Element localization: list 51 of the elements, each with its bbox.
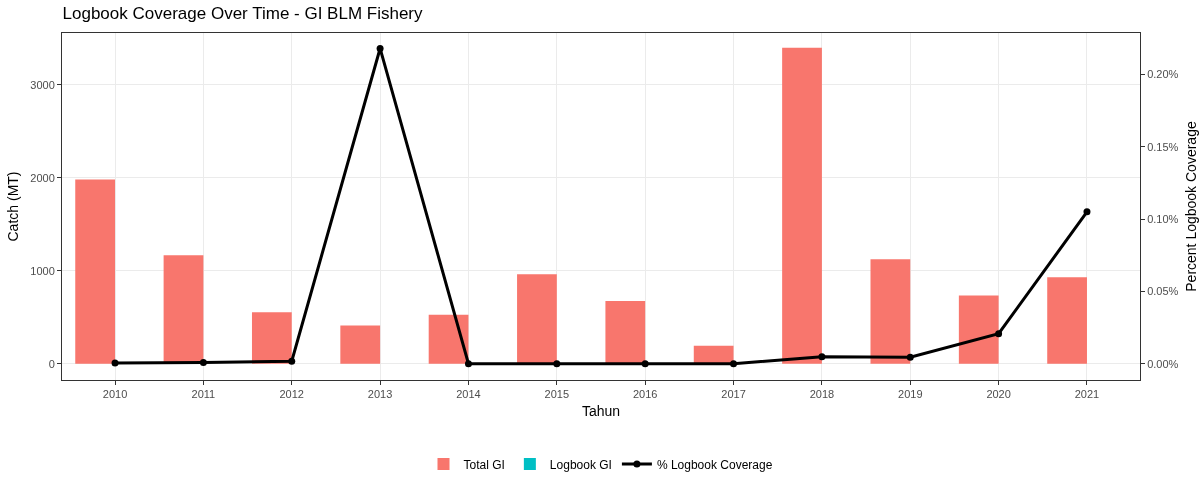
y-tick-label: 2000 bbox=[30, 171, 55, 184]
point bbox=[111, 359, 119, 367]
x-tick-label: 2019 bbox=[898, 388, 923, 401]
legend-label: % Logbook Coverage bbox=[656, 457, 773, 472]
bar bbox=[870, 259, 911, 364]
bar bbox=[428, 314, 469, 364]
bar bbox=[75, 179, 116, 364]
y2-tick-label: 0.00% bbox=[1147, 357, 1179, 370]
point bbox=[288, 357, 296, 365]
y2-axis-title: Percent Logbook Coverage bbox=[1182, 121, 1199, 292]
x-tick-label: 2021 bbox=[1074, 388, 1100, 401]
y-tick-label: 3000 bbox=[30, 78, 55, 91]
x-tick-label: 2012 bbox=[279, 388, 304, 401]
x-tick-label: 2011 bbox=[191, 388, 216, 401]
y2-tick-label: 0.10% bbox=[1147, 212, 1179, 225]
x-tick-label: 2020 bbox=[986, 388, 1011, 401]
x-tick-label: 2010 bbox=[102, 388, 128, 401]
bar bbox=[517, 274, 557, 364]
legend-label: Logbook GI bbox=[549, 457, 612, 472]
y-axis-title: Catch (MT) bbox=[4, 171, 21, 242]
point bbox=[464, 360, 472, 368]
point bbox=[1083, 208, 1091, 216]
x-tick-label: 2017 bbox=[721, 388, 746, 401]
legend-label: Total GI bbox=[463, 457, 505, 472]
x-tick-label: 2013 bbox=[367, 388, 393, 401]
x-tick-label: 2016 bbox=[632, 388, 658, 401]
x-tick-label: 2014 bbox=[456, 388, 481, 401]
y2-tick-label: 0.20% bbox=[1147, 68, 1179, 81]
point bbox=[199, 359, 207, 367]
point bbox=[376, 44, 384, 52]
point bbox=[553, 360, 561, 368]
bar bbox=[1047, 277, 1087, 364]
x-axis-title: Tahun bbox=[581, 402, 621, 419]
point bbox=[906, 353, 914, 361]
point bbox=[730, 360, 738, 368]
bar bbox=[163, 255, 204, 364]
bar bbox=[251, 312, 292, 364]
x-tick-label: 2018 bbox=[809, 388, 835, 401]
point bbox=[641, 360, 649, 368]
point bbox=[995, 330, 1003, 338]
chart-title: Logbook Coverage Over Time - GI BLM Fishery bbox=[62, 4, 424, 24]
y-tick-label: 0 bbox=[48, 357, 55, 370]
point bbox=[818, 353, 826, 361]
y2-tick-label: 0.15% bbox=[1147, 140, 1179, 153]
bar bbox=[605, 300, 646, 364]
y2-tick-label: 0.05% bbox=[1147, 285, 1179, 298]
bar bbox=[958, 295, 999, 364]
bar bbox=[782, 47, 822, 364]
y-tick-label: 1000 bbox=[30, 264, 55, 277]
x-tick-label: 2015 bbox=[544, 388, 570, 401]
bar bbox=[340, 325, 381, 364]
